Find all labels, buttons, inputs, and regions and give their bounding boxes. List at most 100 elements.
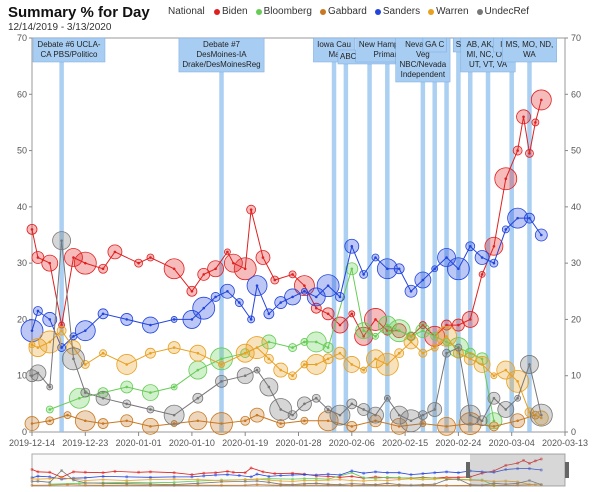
- data-point-center: [196, 368, 200, 372]
- navigator-point: [267, 478, 271, 482]
- data-point-center: [237, 301, 241, 304]
- navigator-point: [350, 474, 354, 478]
- event-band: [467, 38, 473, 432]
- data-point-center: [190, 289, 194, 293]
- navigator-point: [314, 481, 318, 485]
- navigator-point: [385, 479, 389, 483]
- data-point-center: [172, 385, 176, 389]
- navigator-point: [504, 482, 508, 486]
- data-point-center: [374, 419, 377, 423]
- navigator-point: [350, 479, 354, 483]
- data-point-center: [468, 422, 472, 425]
- data-point-center: [468, 357, 472, 361]
- navigator-point: [279, 473, 283, 477]
- data-point-center: [202, 306, 206, 310]
- data-point-center: [540, 98, 543, 102]
- data-point-center: [125, 318, 129, 321]
- data-point-center: [220, 380, 223, 383]
- data-point-center: [303, 402, 306, 406]
- event-label: UT, VT, VA: [469, 60, 508, 69]
- data-point-center: [101, 267, 105, 271]
- data-point-center: [291, 413, 294, 417]
- data-point-center: [445, 323, 448, 327]
- data-point-center: [149, 323, 152, 327]
- data-point-center: [362, 329, 365, 332]
- event-label-box: [178, 37, 265, 73]
- legend-label: Bloomberg: [263, 6, 312, 17]
- navigator-point: [338, 475, 342, 479]
- navigator-point: [385, 475, 389, 479]
- event-band: [527, 38, 532, 432]
- navigator-point: [492, 470, 496, 474]
- navigator-point: [125, 475, 129, 479]
- legend-item-biden[interactable]: Biden: [214, 6, 248, 17]
- data-point-center: [421, 323, 425, 327]
- navigator-point: [137, 470, 141, 474]
- y-tick-label: 30: [571, 258, 581, 268]
- navigator-point: [421, 478, 425, 482]
- navigator-point: [480, 483, 484, 487]
- legend-label: Biden: [222, 6, 248, 17]
- legend-item-sanders[interactable]: Sanders: [374, 6, 420, 17]
- data-point-center: [125, 385, 129, 389]
- data-point-center: [172, 413, 176, 417]
- navigator-point: [480, 470, 484, 474]
- navigator-point: [527, 479, 531, 483]
- event-label: AB, AK, CA,: [466, 40, 509, 49]
- event-label: CA PBS/Politico: [41, 50, 98, 59]
- data-point-center: [433, 346, 437, 349]
- navigator-point: [196, 481, 200, 485]
- navigator-point: [504, 479, 508, 483]
- data-point-center: [350, 267, 354, 271]
- navigator-point: [148, 478, 152, 482]
- data-point-center: [480, 357, 484, 361]
- data-point-center: [125, 402, 129, 406]
- navigator-point: [456, 471, 460, 475]
- data-point-center: [409, 335, 413, 338]
- data-point-center: [468, 318, 472, 321]
- legend-item-bloomberg[interactable]: Bloomberg: [255, 6, 312, 17]
- navigator-point: [36, 479, 40, 483]
- data-point-center: [291, 374, 294, 378]
- data-point-center: [101, 391, 105, 394]
- navigator-point: [83, 483, 87, 487]
- data-point-center: [149, 425, 152, 428]
- data-point-center: [468, 244, 472, 248]
- data-point-center: [397, 267, 401, 271]
- navigator-point: [445, 470, 449, 474]
- navigator-point: [214, 471, 218, 475]
- navigator-point: [385, 471, 389, 475]
- x-tick-label: 2020-02-06: [329, 438, 375, 448]
- data-point-center: [30, 422, 34, 425]
- legend-item-warren[interactable]: Warren: [428, 6, 469, 17]
- navigator-point: [71, 470, 75, 474]
- navigator-point: [214, 473, 218, 477]
- data-point-center: [314, 295, 318, 299]
- legend-item-undecref[interactable]: UndecRef: [476, 6, 529, 17]
- data-point-center: [326, 284, 330, 287]
- navigator-point: [255, 479, 259, 483]
- data-point-center: [421, 413, 425, 417]
- data-point-center: [48, 419, 52, 423]
- event-label: Primary: [374, 50, 402, 59]
- navigator-point: [291, 473, 295, 477]
- data-point-center: [338, 323, 342, 327]
- data-point-center: [433, 335, 437, 338]
- data-point-center: [137, 261, 140, 265]
- data-point-center: [72, 357, 75, 361]
- navigator-point: [125, 482, 129, 486]
- navigator-point: [350, 469, 354, 473]
- navigator-point: [172, 475, 176, 479]
- y-tick-label: 0: [22, 427, 27, 437]
- data-point-center: [386, 363, 389, 366]
- data-point-center: [516, 149, 519, 152]
- navigator-handle-left: [466, 462, 470, 478]
- data-point-center: [66, 413, 69, 417]
- series-line-sanders: [31, 217, 542, 349]
- legend-item-gabbard[interactable]: Gabbard: [319, 6, 367, 17]
- event-label: MI, NC, OK,: [466, 50, 509, 59]
- navigator-point: [373, 483, 377, 487]
- data-point-center: [255, 368, 259, 372]
- data-point-center: [243, 419, 247, 423]
